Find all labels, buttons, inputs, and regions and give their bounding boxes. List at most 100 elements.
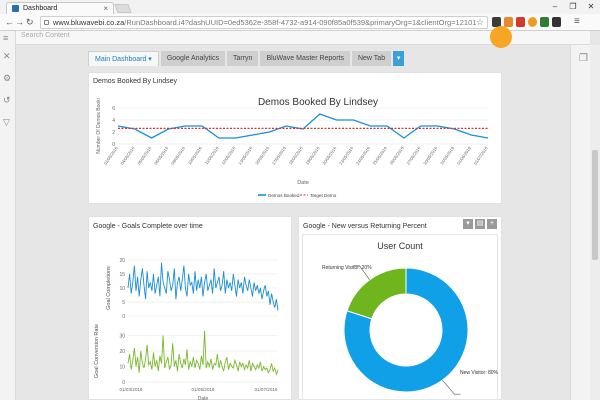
- extension-icon[interactable]: [552, 17, 561, 27]
- tab-google-analytics[interactable]: Google Analytics: [160, 51, 225, 66]
- extension-icon[interactable]: [516, 17, 525, 27]
- y-tick-label: 6: [112, 106, 115, 112]
- goals-panel-title: Google - Goals Complete over time: [93, 223, 203, 230]
- close-tab-icon[interactable]: ×: [103, 4, 108, 13]
- y-axis-label: Goal Conversion Rate: [94, 324, 100, 378]
- x-tick-label: 26/05/2016: [389, 145, 406, 166]
- x-tick-label: 01/06/2016: [456, 145, 473, 166]
- x-tick-label: 09/05/2016: [170, 145, 187, 166]
- maximize-button[interactable]: ❐: [569, 2, 577, 11]
- x-tick-label: 11/05/2016: [204, 145, 220, 165]
- left-sidebar: ≡ ✕ ⚙ ↺ ▽: [0, 31, 16, 400]
- y-tick-label: 2: [112, 130, 115, 136]
- x-tick-label: 10/05/2016: [187, 145, 204, 166]
- x-tick-label: 19/05/2016: [305, 145, 322, 166]
- gear-icon[interactable]: ⚙: [3, 73, 12, 83]
- x-tick-label: 13/05/2016: [237, 145, 254, 166]
- extension-icon[interactable]: [540, 17, 549, 27]
- y-tick-label: 0: [122, 380, 125, 386]
- legend-label: Demos Booked: [268, 193, 300, 198]
- goals-chart: 0 5 10 15 20 Goal Completions 0 10 20 30 Goal Conv…: [94, 258, 279, 400]
- close-icon[interactable]: ✕: [3, 51, 11, 61]
- pie-label: Returning Visitor: 20%: [322, 265, 372, 271]
- y-tick-label: 4: [112, 118, 115, 124]
- x-tick-label: 20/05/2016: [321, 145, 338, 166]
- tab-new-tab[interactable]: New Tab: [351, 51, 392, 66]
- extension-icon[interactable]: [504, 17, 513, 27]
- x-tick-label: 31/05/2016: [439, 145, 456, 166]
- goals-panel: [88, 216, 292, 400]
- x-axis-label: Date: [198, 396, 209, 400]
- url-path: /RunDashboard.i4?dashUUID=0ed5362e-358f-…: [124, 18, 477, 27]
- x-tick-label: 06/05/2016: [153, 145, 170, 166]
- label-leader: [442, 379, 461, 395]
- y-tick-label: 20: [119, 349, 125, 355]
- x-tick-label: 23/05/2016: [338, 145, 355, 166]
- y-tick-label: 20: [119, 258, 125, 264]
- x-tick-label: 01/05/2016: [103, 145, 120, 166]
- legend-label: Target Demo: [310, 193, 337, 198]
- y-tick-label: 15: [119, 272, 125, 278]
- demos-panel: [88, 72, 502, 204]
- add-tab-button[interactable]: ▾: [393, 51, 405, 66]
- page-info-icon[interactable]: [44, 20, 49, 25]
- extension-icon[interactable]: [528, 17, 537, 27]
- new-tab-button[interactable]: [114, 4, 132, 13]
- visitors-donut-chart: User Count Returning Visitor: 20% New Visi…: [322, 241, 498, 395]
- menu-icon[interactable]: ≡: [3, 33, 9, 43]
- filter-icon[interactable]: ▽: [3, 117, 10, 127]
- browser-toolbar: ← → ↻ www.bluwavebi.co.za/RunDashboard.i…: [0, 14, 600, 31]
- x-tick-label: 24/05/2016: [355, 145, 372, 166]
- x-tick-label: 01/05/2016: [192, 387, 215, 392]
- x-tick-label: 12/05/2016: [220, 145, 237, 166]
- browser-menu-icon[interactable]: ≡: [574, 16, 580, 27]
- top-search-bar[interactable]: Search Content: [16, 31, 590, 45]
- x-tick-label: 01/07/2016: [473, 145, 490, 166]
- user-avatar[interactable]: [490, 26, 512, 48]
- close-window-button[interactable]: ✕: [587, 2, 595, 11]
- browser-titlebar: Dashboard × – ❐ ✕: [0, 0, 600, 14]
- panel-add-button[interactable]: +: [487, 219, 497, 229]
- scrollbar-thumb[interactable]: [592, 150, 598, 260]
- search-input[interactable]: Search Content: [21, 32, 70, 39]
- pie-slice: [343, 267, 469, 393]
- tab-main-dashboard[interactable]: Main Dashboard ▾: [88, 51, 159, 66]
- series-line: [127, 330, 279, 376]
- copy-icon[interactable]: ❐: [579, 53, 588, 64]
- browser-tab-title: Dashboard: [23, 5, 58, 12]
- panel-dropdown-button[interactable]: ▾: [463, 219, 473, 229]
- label-leader: [353, 265, 370, 281]
- back-arrow-icon[interactable]: ←: [5, 17, 14, 27]
- chart-title: Demos Booked By Lindsey: [258, 97, 378, 108]
- tab-bluwave-master-reports[interactable]: BluWave Master Reports: [260, 51, 350, 66]
- y-tick-label: 0: [112, 142, 115, 148]
- pie-slice: [346, 267, 407, 320]
- chart-title: User Count: [377, 241, 423, 251]
- x-tick-label: 01/07/2016: [255, 387, 278, 392]
- y-axis-label: Goal Completions: [106, 266, 112, 310]
- minimize-button[interactable]: –: [552, 2, 558, 11]
- url-host: www.bluwavebi.co.za: [53, 18, 125, 27]
- visitors-panel-title: Google - New versus Returning Percent: [303, 223, 427, 230]
- series-line: [127, 262, 279, 311]
- panel-table-button[interactable]: ▤: [475, 219, 485, 229]
- x-tick-label: 16/05/2016: [254, 145, 271, 166]
- tab-tarryn[interactable]: Tarryn: [226, 51, 259, 66]
- forward-arrow-icon[interactable]: →: [15, 17, 24, 27]
- series-line: [117, 113, 489, 139]
- x-tick-label: 18/05/2016: [288, 145, 305, 166]
- x-axis-label: Date: [297, 180, 309, 186]
- x-tick-label: 01/03/2016: [120, 387, 143, 392]
- reload-icon[interactable]: ↻: [26, 17, 34, 27]
- address-bar[interactable]: www.bluwavebi.co.za/RunDashboard.i4?dash…: [40, 16, 488, 29]
- demos-chart: Demos Booked By Lindsey 0 2 4 6 Number Of Dem…: [96, 97, 490, 198]
- extension-icon[interactable]: [492, 17, 501, 27]
- window-controls: – ❐ ✕: [546, 0, 600, 14]
- pie-label: New Visitor: 80%: [460, 370, 498, 376]
- bookmark-star-icon[interactable]: ☆: [476, 17, 485, 27]
- x-tick-label: 04/05/2016: [120, 145, 137, 166]
- history-icon[interactable]: ↺: [3, 95, 11, 105]
- x-tick-label: 30/05/2016: [422, 145, 439, 166]
- x-tick-label: 25/05/2016: [372, 145, 389, 166]
- browser-tab[interactable]: Dashboard ×: [6, 2, 114, 14]
